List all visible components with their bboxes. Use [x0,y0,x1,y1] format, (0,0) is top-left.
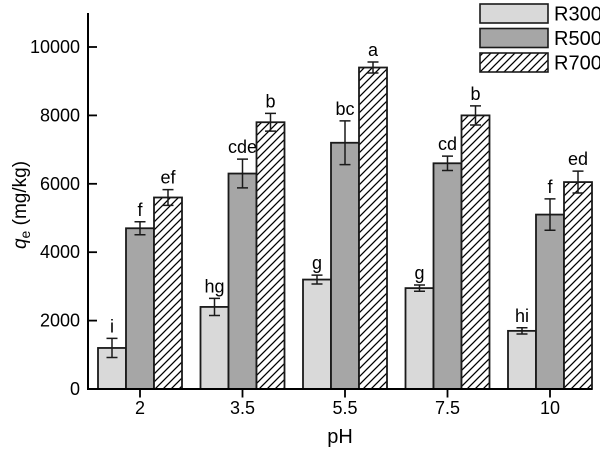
y-axis-title: qe (mg/kg) [10,161,33,249]
bar-r500-ph10 [535,213,565,390]
x-tick-label: 2 [135,398,145,418]
y-tick-label: 4000 [40,242,80,262]
sig-letter: i [110,316,114,336]
y-tick-label: 0 [70,379,80,399]
y-tick-label: 10000 [30,37,80,57]
sig-letter: b [470,84,480,104]
sig-letter: cd [438,134,457,154]
x-axis-ticks: 2 3.5 5.5 7.5 10 [135,389,560,418]
error-bar [544,198,556,232]
bar-r700-ph3-5 [255,121,286,390]
y-tick-label: 8000 [40,105,80,125]
error-bar [470,105,481,126]
bar-r500-ph7-5 [432,162,463,390]
error-bar [209,297,220,317]
x-tick-label: 7.5 [435,398,460,418]
legend-swatch-r700 [479,52,549,73]
error-bar [311,274,323,285]
y-tick-label: 2000 [40,311,80,331]
bar-r500-ph2 [125,227,155,390]
error-bar [414,284,425,292]
y-tick-label: 6000 [40,174,80,194]
legend-label-r700: R700 [554,53,600,75]
bar-r700-ph7-5 [460,114,491,390]
bar-r700-ph10 [563,181,593,390]
axes [87,13,592,390]
bar-r300-ph5-5 [302,278,332,390]
error-bar [572,170,584,194]
sig-letter: b [265,91,275,111]
error-bar [237,158,248,189]
sig-letter: hg [204,276,224,296]
error-bar [265,112,276,132]
legend-swatch-r500 [479,27,549,49]
sig-letter: a [368,40,379,60]
bar-r300-ph3-5 [199,306,230,390]
sig-letter: f [547,177,553,197]
legend-swatch-r300 [479,3,549,24]
error-bar [516,327,528,335]
sig-letter: f [137,200,143,220]
error-bar [162,188,174,207]
x-tick-label: 5.5 [332,398,357,418]
legend-label-r300: R300 [554,4,600,26]
x-axis-title: pH [327,426,353,448]
sig-letter: ef [160,168,176,188]
bar-r500-ph5-5 [330,141,360,390]
sig-letter: g [312,253,322,273]
sig-letter: cde [228,137,257,157]
error-bar [367,61,379,74]
bar-r300-ph7-5 [404,287,435,390]
x-tick-label: 10 [540,398,560,418]
sig-letter: ed [568,149,588,169]
sig-letter: bc [335,99,354,119]
y-axis-ticks: 0 2000 4000 6000 8000 10000 [30,37,97,399]
bar-r700-ph5-5 [358,66,388,390]
legend-label-r500: R500 [554,28,600,50]
bar-r700-ph2 [153,196,183,390]
bar-r300-ph10 [507,329,537,390]
error-bar [134,221,146,236]
x-tick-label: 3.5 [230,398,255,418]
error-bar [442,155,453,172]
bar-r500-ph3-5 [227,172,258,390]
error-bar [339,120,351,166]
error-bar [106,337,118,359]
sig-letter: hi [515,306,529,326]
sig-letter: g [414,263,424,283]
